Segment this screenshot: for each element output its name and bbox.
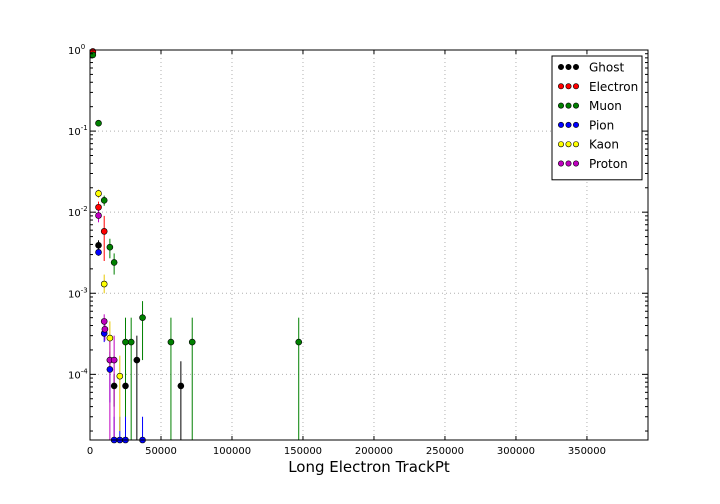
x-tick-label: 250000	[426, 446, 464, 457]
kaon-point	[116, 372, 124, 380]
legend-label-kaon: Kaon	[589, 138, 619, 152]
electron-point	[95, 203, 102, 211]
proton-point	[110, 356, 118, 364]
legend-marker-electron	[572, 83, 579, 90]
pion-point	[95, 248, 102, 256]
legend-label-ghost: Ghost	[589, 61, 624, 75]
muon-point	[139, 314, 146, 321]
electron-point	[100, 228, 108, 235]
muon-point	[95, 119, 102, 127]
kaon-point	[100, 280, 108, 288]
x-tick-label: 200000	[355, 446, 393, 457]
legend-marker-muon	[565, 102, 572, 109]
muon-point	[110, 259, 118, 266]
muon-point	[127, 338, 135, 346]
x-tick-label: 50000	[145, 446, 177, 457]
proton-point	[95, 212, 102, 219]
legend-label-muon: Muon	[589, 99, 622, 113]
legend-marker-proton	[565, 160, 572, 167]
legend-marker-proton	[572, 160, 579, 167]
kaon-point	[95, 190, 102, 197]
muon-point	[167, 338, 175, 346]
x-tick-label: 300000	[497, 446, 535, 457]
x-axis-label: Long Electron TrackPt	[288, 458, 450, 476]
legend-marker-kaon	[565, 141, 572, 148]
legend-marker-muon	[572, 102, 579, 109]
muon-point	[100, 197, 108, 204]
axis-ticks: 0 50000 100000 150000 200000 250000 300000 3500…	[68, 43, 648, 457]
ghost-point	[177, 382, 185, 390]
x-tick-label: 0	[87, 446, 93, 457]
legend-marker-pion	[565, 121, 572, 128]
legend-marker-pion	[557, 121, 564, 128]
pion-point	[106, 366, 114, 373]
muon-point	[89, 51, 97, 59]
ghost-point	[122, 382, 129, 390]
legend-marker-electron	[565, 83, 572, 90]
muon-point	[106, 243, 114, 251]
legend-marker-electron	[557, 83, 564, 90]
legend-label-electron: Electron	[589, 80, 638, 94]
muon-point	[188, 338, 196, 346]
ghost-point	[110, 382, 118, 390]
muon-point	[122, 338, 129, 346]
proton-point	[100, 318, 108, 325]
proton-point	[101, 325, 109, 333]
legend-label-proton: Proton	[589, 157, 628, 171]
ghost-point	[95, 242, 102, 249]
x-tick-label: 350000	[568, 446, 606, 457]
data-markers	[89, 48, 303, 444]
plot-frame	[89, 49, 649, 441]
x-tick-label: 150000	[284, 446, 322, 457]
legend: Ghost Electron Muon Pion Kaon Proton	[551, 55, 643, 181]
ghost-point	[133, 356, 141, 364]
legend-marker-ghost	[565, 64, 572, 71]
legend-marker-proton	[557, 160, 564, 167]
legend-label-pion: Pion	[589, 118, 614, 132]
legend-marker-kaon	[557, 141, 564, 148]
legend-box	[551, 55, 643, 181]
legend-marker-pion	[572, 121, 579, 128]
kaon-point	[106, 334, 114, 342]
legend-marker-kaon	[572, 141, 579, 148]
x-tick-label: 100000	[213, 446, 251, 457]
legend-marker-ghost	[572, 64, 579, 71]
legend-marker-ghost	[557, 64, 564, 71]
legend-marker-muon	[557, 102, 564, 109]
muon-point	[295, 338, 303, 346]
